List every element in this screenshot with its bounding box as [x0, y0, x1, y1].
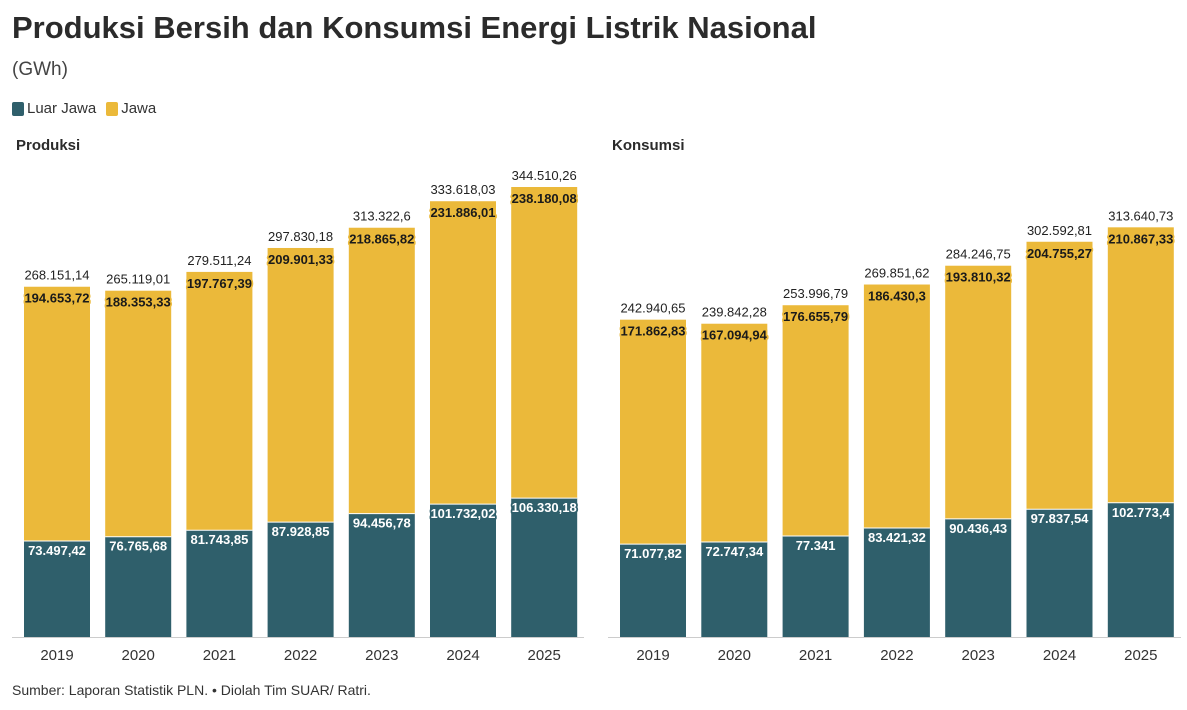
data-label-konsumsi-jawa-2022: 186.430,3 [868, 289, 926, 304]
data-label-konsumsi-jawa-2020: 167.094,94 [702, 328, 768, 343]
total-label-produksi-2022: 297.830,18 [268, 229, 333, 244]
total-label-konsumsi-2025: 313.640,73 [1108, 208, 1173, 223]
bar-konsumsi-jawa-2021 [782, 305, 849, 536]
x-tick-produksi-2020: 2020 [122, 647, 155, 664]
bar-produksi-jawa-2022 [267, 247, 334, 523]
data-label-konsumsi-luar-jawa-2025: 102.773,4 [1112, 505, 1171, 520]
data-label-konsumsi-jawa-2019: 171.862,83 [620, 324, 685, 339]
bar-produksi-jawa-2023 [348, 227, 415, 514]
x-tick-produksi-2023: 2023 [365, 647, 398, 664]
total-label-konsumsi-2022: 269.851,62 [864, 266, 929, 281]
data-label-produksi-jawa-2025: 238.180,08 [512, 191, 577, 206]
bar-produksi-jawa-2019 [24, 286, 90, 541]
bar-konsumsi-luar-jawa-2023 [945, 518, 1012, 637]
total-label-produksi-2025: 344.510,26 [512, 168, 577, 183]
legend-item-jawa: Jawa [106, 100, 156, 117]
total-label-konsumsi-2019: 242.940,65 [620, 301, 685, 316]
panel-title-produksi: Produksi [16, 137, 81, 154]
bar-produksi-jawa-2020 [105, 290, 172, 537]
data-label-konsumsi-luar-jawa-2024: 97.837,54 [1031, 511, 1090, 526]
data-label-konsumsi-jawa-2024: 204.755,27 [1027, 246, 1092, 261]
bar-konsumsi-jawa-2022 [863, 284, 930, 529]
x-tick-konsumsi-2022: 2022 [880, 647, 913, 664]
bar-konsumsi-jawa-2019 [620, 319, 686, 545]
data-label-konsumsi-luar-jawa-2020: 72.747,34 [705, 544, 764, 559]
total-label-konsumsi-2021: 253.996,79 [783, 286, 848, 301]
legend-swatch-luar-jawa [12, 101, 24, 116]
total-label-produksi-2020: 265.119,01 [106, 272, 170, 287]
data-label-produksi-luar-jawa-2025: 106.330,18 [512, 500, 577, 515]
bar-produksi-luar-jawa-2025 [511, 498, 578, 637]
bar-konsumsi-jawa-2023 [945, 265, 1012, 519]
data-label-konsumsi-jawa-2025: 210.867,33 [1108, 231, 1173, 246]
data-label-produksi-jawa-2019: 194.653,72 [24, 291, 89, 306]
legend-swatch-jawa [106, 101, 119, 116]
x-tick-konsumsi-2025: 2025 [1124, 647, 1157, 664]
data-label-konsumsi-luar-jawa-2019: 71.077,82 [624, 546, 682, 561]
bar-produksi-jawa-2025 [511, 187, 578, 499]
bar-konsumsi-luar-jawa-2021 [782, 535, 849, 637]
total-label-konsumsi-2020: 239.842,28 [702, 305, 767, 320]
x-tick-konsumsi-2024: 2024 [1043, 647, 1076, 664]
data-label-konsumsi-jawa-2021: 176.655,79 [783, 309, 848, 324]
data-label-produksi-luar-jawa-2021: 81.743,85 [190, 532, 248, 547]
bar-konsumsi-jawa-2025 [1107, 227, 1174, 503]
data-label-produksi-luar-jawa-2022: 87.928,85 [272, 524, 330, 539]
x-tick-produksi-2022: 2022 [284, 647, 317, 664]
data-label-konsumsi-luar-jawa-2023: 90.436,43 [949, 521, 1007, 536]
x-tick-produksi-2021: 2021 [203, 647, 236, 664]
total-label-produksi-2019: 268.151,14 [24, 268, 89, 283]
legend: Luar Jawa Jawa [12, 100, 156, 117]
bar-konsumsi-luar-jawa-2025 [1107, 502, 1174, 637]
data-label-konsumsi-jawa-2023: 193.810,32 [946, 270, 1011, 285]
x-tick-konsumsi-2020: 2020 [718, 647, 751, 664]
total-label-produksi-2021: 279.511,24 [187, 253, 251, 268]
legend-label-luar-jawa: Luar Jawa [27, 100, 97, 117]
bar-produksi-luar-jawa-2024 [430, 504, 496, 637]
bar-konsumsi-luar-jawa-2024 [1026, 509, 1093, 637]
bar-konsumsi-jawa-2024 [1026, 241, 1093, 510]
bar-konsumsi-luar-jawa-2019 [620, 544, 686, 637]
data-label-produksi-jawa-2020: 188.353,33 [106, 295, 171, 310]
x-tick-produksi-2024: 2024 [446, 647, 479, 664]
bar-produksi-luar-jawa-2023 [348, 513, 415, 637]
total-label-konsumsi-2023: 284.246,75 [946, 247, 1011, 262]
bar-produksi-luar-jawa-2021 [186, 530, 253, 637]
x-tick-produksi-2025: 2025 [528, 647, 561, 664]
data-label-konsumsi-luar-jawa-2022: 83.421,32 [868, 530, 926, 545]
data-label-produksi-jawa-2023: 218.865,82 [349, 232, 414, 247]
bar-konsumsi-jawa-2020 [701, 323, 768, 542]
chart-subtitle: (GWh) [12, 59, 68, 80]
data-label-produksi-jawa-2024: 231.886,01 [430, 205, 495, 220]
source-note: Sumber: Laporan Statistik PLN. • Diolah … [12, 682, 371, 698]
bar-produksi-jawa-2021 [186, 271, 253, 531]
x-tick-konsumsi-2019: 2019 [636, 647, 669, 664]
legend-label-jawa: Jawa [121, 100, 157, 117]
data-label-produksi-luar-jawa-2020: 76.765,68 [109, 539, 167, 554]
data-label-produksi-jawa-2021: 197.767,39 [187, 276, 252, 291]
chart-title: Produksi Bersih dan Konsumsi Energi List… [12, 10, 817, 45]
data-label-produksi-luar-jawa-2024: 101.732,02 [430, 506, 495, 521]
bar-produksi-luar-jawa-2020 [105, 536, 172, 637]
x-tick-konsumsi-2023: 2023 [962, 647, 995, 664]
total-label-produksi-2023: 313.322,6 [353, 209, 411, 224]
bar-konsumsi-luar-jawa-2020 [701, 541, 768, 637]
legend-item-luar-jawa: Luar Jawa [12, 100, 96, 117]
panel-title-konsumsi: Konsumsi [612, 137, 685, 154]
total-label-konsumsi-2024: 302.592,81 [1027, 223, 1092, 238]
bar-produksi-jawa-2024 [430, 201, 496, 505]
bar-produksi-luar-jawa-2022 [267, 522, 334, 637]
data-label-produksi-jawa-2022: 209.901,33 [268, 252, 333, 267]
data-label-produksi-luar-jawa-2023: 94.456,78 [353, 516, 411, 531]
total-label-produksi-2024: 333.618,03 [430, 182, 495, 197]
bar-produksi-luar-jawa-2019 [24, 540, 90, 637]
bar-konsumsi-luar-jawa-2022 [863, 528, 930, 637]
x-tick-konsumsi-2021: 2021 [799, 647, 832, 664]
data-label-konsumsi-luar-jawa-2021: 77.341 [796, 538, 836, 553]
x-tick-produksi-2019: 2019 [40, 647, 73, 664]
data-label-produksi-luar-jawa-2019: 73.497,42 [28, 543, 86, 558]
